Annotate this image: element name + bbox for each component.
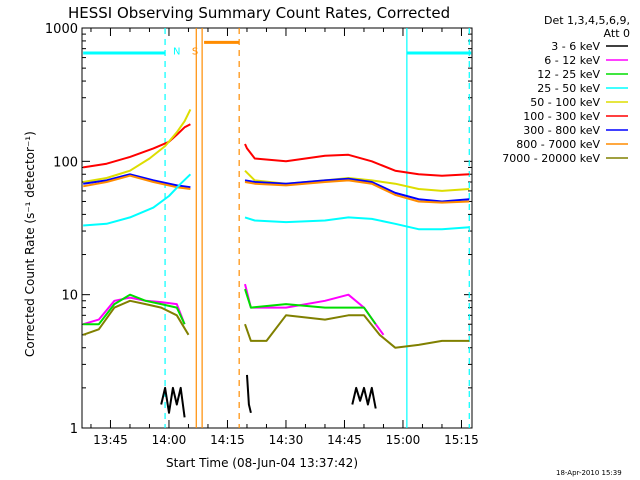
series-line [244, 216, 470, 231]
x-tick-label: 15:15 [444, 433, 479, 447]
legend-label: 100 - 300 keV [523, 110, 600, 123]
legend-header: Det 1,3,4,5,6,9, [544, 14, 630, 27]
legend-label: 300 - 800 keV [523, 124, 600, 137]
plot-frame [81, 27, 473, 429]
legend-label: 12 - 25 keV [537, 68, 600, 81]
plot-area: 1 10 100 1000 13:45 14:00 14:15 14:30 14:45 15:00… [45, 22, 479, 447]
series-line [244, 314, 470, 349]
x-tick-label: 14:45 [327, 433, 362, 447]
y-tick-label: 1000 [45, 22, 78, 37]
legend-label: 6 - 12 keV [544, 54, 600, 67]
legend-header: Att 0 [604, 27, 630, 40]
flag-annotation: N [173, 47, 180, 58]
series-line [83, 123, 191, 169]
series-line [160, 386, 186, 418]
series-line [351, 386, 377, 409]
y-tick-label: 1 [70, 422, 78, 437]
x-tick-label: 15:00 [386, 433, 421, 447]
x-tick-label: 14:00 [152, 433, 187, 447]
x-tick-label: 14:15 [210, 433, 245, 447]
x-tick-label: 14:30 [269, 433, 304, 447]
legend-label: 50 - 100 keV [530, 96, 600, 109]
series-line [83, 174, 191, 190]
series-line [82, 296, 186, 326]
x-tick-label: 13:45 [93, 433, 128, 447]
series-line [244, 143, 470, 177]
series-line [244, 288, 377, 325]
flag-annotation: S [192, 47, 198, 58]
series-line [244, 179, 470, 204]
series-line [244, 283, 385, 336]
x-axis-label: Start Time (08-Jun-04 13:37:42) [166, 456, 358, 470]
legend-label: 25 - 50 keV [537, 82, 600, 95]
series-line [83, 108, 192, 183]
series-line [82, 299, 190, 336]
series-line [246, 374, 252, 414]
legend-label: 800 - 7000 keV [516, 138, 600, 151]
y-axis-label: Corrected Count Rate (s⁻¹ detector⁻¹) [23, 131, 37, 357]
footer-timestamp: 18-Apr-2010 15:39 [556, 469, 622, 477]
series-line [83, 293, 186, 326]
series-line [244, 177, 470, 203]
series-line [83, 173, 192, 227]
chart-title: HESSI Observing Summary Count Rates, Cor… [68, 4, 450, 22]
y-tick-label: 10 [61, 289, 78, 304]
legend-label: 7000 - 20000 keV [502, 152, 600, 165]
series-line [83, 173, 191, 189]
legend-label: 3 - 6 keV [551, 40, 600, 53]
y-tick-label: 100 [53, 155, 78, 170]
